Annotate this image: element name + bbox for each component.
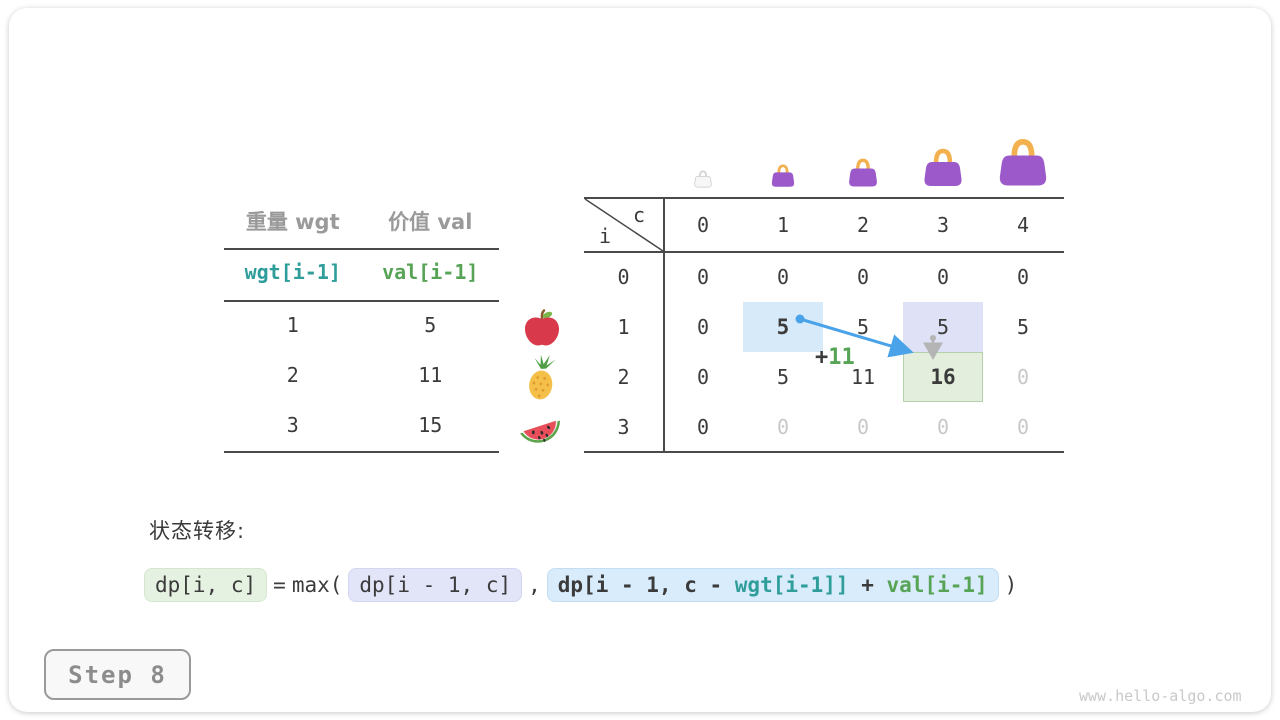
formula-arg2-part: wgt[i-1]]	[734, 573, 849, 597]
bag-icon	[743, 134, 823, 188]
bag-icon	[903, 134, 983, 188]
formula-comma: ,	[528, 573, 541, 597]
formula-max-open: max(	[291, 573, 343, 597]
dp-col-header: 3	[936, 213, 950, 237]
dp-cell: 5	[1016, 315, 1030, 339]
bag-icon	[823, 134, 903, 188]
dp-corner-diagonal	[584, 198, 664, 252]
pineapple-icon	[517, 353, 565, 405]
formula-arg2: dp[i - 1, c - wgt[i-1]] + val[i-1]	[546, 568, 999, 602]
dp-corner-row-var: i	[599, 224, 612, 248]
formula-equals: =	[273, 573, 286, 597]
dp-col-header: 0	[696, 213, 710, 237]
gain-value: 11	[828, 345, 855, 370]
items-cell-wgt: 3	[286, 413, 299, 437]
dp-cell: 5	[776, 365, 790, 389]
formula-close-paren: )	[1004, 573, 1018, 597]
items-table-header: 重量 wgt 价值 val	[224, 206, 499, 236]
items-cell-val: 11	[418, 363, 443, 387]
formula-arg2-part: dp[i - 1, c -	[557, 573, 735, 597]
items-cell-wgt: 1	[286, 313, 299, 337]
dp-cell-highlight-blue: 5	[743, 302, 823, 352]
formula-arg2-part: +	[848, 573, 887, 597]
dp-row-header: 1	[617, 315, 630, 339]
transition-gain-label: +11	[815, 345, 855, 370]
val-formula: val[i-1]	[382, 260, 479, 284]
transition-title: 状态转移:	[149, 519, 246, 543]
dp-row-header: 3	[617, 415, 630, 439]
dp-cell: 11	[850, 365, 876, 389]
items-header-value: 价值 val	[388, 210, 473, 234]
dp-row-header: 0	[617, 265, 630, 289]
dp-cell: 0	[776, 265, 790, 289]
dp-col-header: 4	[1016, 213, 1030, 237]
dp-cell: 0	[856, 265, 870, 289]
dp-cell: 0	[696, 315, 710, 339]
dp-cell: 0	[696, 365, 710, 389]
dp-cell-highlight-green: 16	[903, 352, 983, 402]
dp-cell: 0	[936, 415, 950, 439]
dp-cell: 0	[776, 415, 790, 439]
formula-arg2-part: val[i-1]	[886, 573, 988, 597]
formula-arg1: dp[i - 1, c]	[348, 568, 523, 602]
items-table-row: 2 11	[224, 363, 499, 393]
dp-col-header: 2	[856, 213, 870, 237]
watermark: www.hello-algo.com	[1079, 687, 1242, 705]
dp-cell-highlight-lavender: 5	[903, 302, 983, 352]
dp-corner-col-var: c	[633, 203, 646, 227]
bag-ghost-icon	[663, 134, 743, 188]
figure-card: 重量 wgt 价值 val wgt[i-1] val[i-1] 1 5 2 11 3 15	[9, 8, 1271, 712]
step-badge: Step 8	[44, 649, 191, 700]
dp-cell: 0	[856, 415, 870, 439]
dp-cell: 0	[1016, 415, 1030, 439]
items-table-formula-row: wgt[i-1] val[i-1]	[224, 260, 499, 290]
dp-line-vertical	[663, 197, 665, 453]
watermelon-icon	[515, 406, 565, 448]
items-cell-val: 5	[424, 313, 437, 337]
wgt-formula: wgt[i-1]	[244, 260, 341, 284]
dp-col-header: 1	[776, 213, 790, 237]
items-table-line-top	[224, 248, 499, 250]
apple-icon	[521, 307, 563, 349]
dp-line-bottom	[584, 451, 1064, 453]
dp-cell: 0	[696, 265, 710, 289]
items-cell-val: 15	[418, 413, 443, 437]
items-cell-wgt: 2	[286, 363, 299, 387]
bag-icon	[983, 134, 1063, 188]
plus-sign: +	[815, 345, 829, 370]
dp-cell: 0	[1016, 365, 1030, 389]
transition-formula: dp[i, c] = max( dp[i - 1, c] , dp[i - 1,…	[144, 568, 1023, 602]
dp-line-top	[584, 197, 1064, 199]
items-header-weight: 重量 wgt	[245, 210, 340, 234]
dp-cell: 0	[696, 415, 710, 439]
formula-lhs: dp[i, c]	[144, 568, 268, 602]
dp-line-header	[584, 251, 1064, 253]
dp-cell: 0	[936, 265, 950, 289]
items-table-row: 3 15	[224, 413, 499, 443]
items-table-line-bottom	[224, 451, 499, 453]
dp-cell: 0	[1016, 265, 1030, 289]
dp-row-header: 2	[617, 365, 630, 389]
items-table-line-mid	[224, 300, 499, 302]
